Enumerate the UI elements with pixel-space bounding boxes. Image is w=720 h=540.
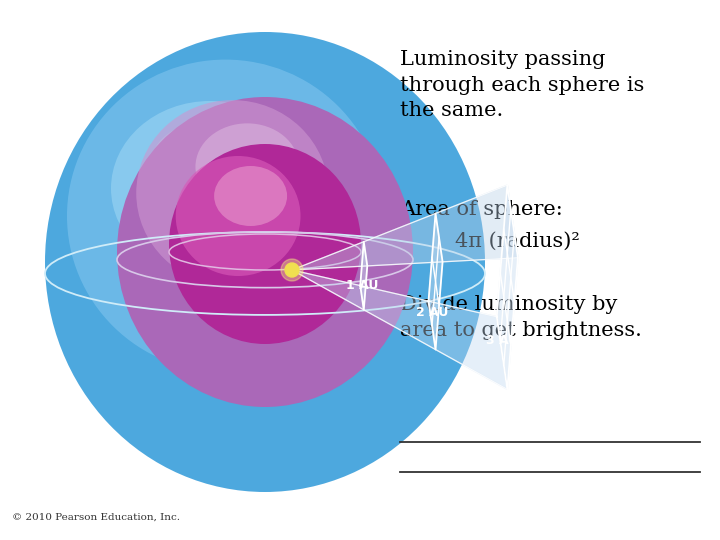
Ellipse shape (176, 156, 300, 276)
Ellipse shape (169, 144, 361, 344)
Ellipse shape (150, 124, 248, 207)
Ellipse shape (214, 166, 287, 226)
Polygon shape (360, 242, 367, 310)
Text: 3 AU: 3 AU (486, 334, 518, 347)
Polygon shape (497, 185, 518, 389)
Circle shape (281, 259, 303, 281)
Ellipse shape (111, 101, 309, 276)
Ellipse shape (67, 59, 384, 373)
Polygon shape (292, 185, 518, 270)
Text: 2 AU: 2 AU (416, 306, 449, 319)
Ellipse shape (195, 123, 299, 210)
Polygon shape (428, 213, 443, 349)
Circle shape (285, 263, 299, 277)
Text: Luminosity passing
through each sphere is
the same.: Luminosity passing through each sphere i… (400, 50, 644, 120)
Text: 4π (radius)²: 4π (radius)² (455, 232, 580, 251)
Ellipse shape (45, 32, 485, 492)
Ellipse shape (117, 97, 413, 407)
Text: Divide luminosity by
area to get brightness.: Divide luminosity by area to get brightn… (400, 295, 642, 340)
Polygon shape (292, 270, 508, 389)
Text: 1 AU: 1 AU (346, 279, 378, 292)
Ellipse shape (136, 100, 328, 286)
Text: © 2010 Pearson Education, Inc.: © 2010 Pearson Education, Inc. (12, 513, 180, 522)
Text: Area of sphere:: Area of sphere: (400, 200, 563, 219)
